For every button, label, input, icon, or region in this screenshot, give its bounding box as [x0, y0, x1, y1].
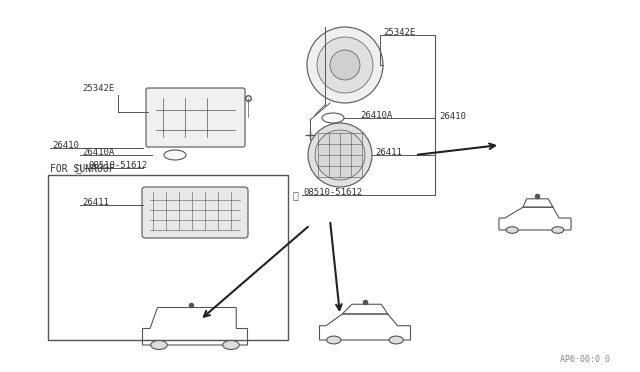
Text: 25342E: 25342E	[383, 28, 415, 36]
Circle shape	[317, 37, 373, 93]
Ellipse shape	[322, 113, 344, 123]
Ellipse shape	[164, 150, 186, 160]
Text: AP6·00:0 0: AP6·00:0 0	[560, 356, 610, 365]
Ellipse shape	[389, 336, 403, 344]
FancyBboxPatch shape	[142, 187, 248, 238]
Circle shape	[315, 130, 365, 180]
Text: 26410: 26410	[52, 141, 79, 150]
Bar	[48, 175, 288, 340]
Ellipse shape	[151, 340, 167, 350]
Ellipse shape	[223, 340, 239, 350]
FancyBboxPatch shape	[146, 88, 245, 147]
Text: 08510-51612: 08510-51612	[88, 160, 147, 170]
Circle shape	[308, 123, 372, 187]
Text: 25342E: 25342E	[82, 83, 115, 93]
Text: FOR SUNROOF: FOR SUNROOF	[50, 164, 115, 174]
Text: 26411: 26411	[82, 198, 109, 206]
Text: 26410A: 26410A	[82, 148, 115, 157]
Circle shape	[307, 27, 383, 103]
Circle shape	[330, 50, 360, 80]
Text: 08510-51612: 08510-51612	[303, 187, 362, 196]
Text: 26410: 26410	[439, 112, 466, 121]
Ellipse shape	[506, 227, 518, 233]
Text: Ⓢ: Ⓢ	[292, 190, 298, 200]
Ellipse shape	[552, 227, 564, 233]
Text: 26411: 26411	[375, 148, 402, 157]
Text: Ⓢ: Ⓢ	[75, 163, 81, 173]
Text: 26410A: 26410A	[360, 110, 392, 119]
Ellipse shape	[326, 336, 341, 344]
